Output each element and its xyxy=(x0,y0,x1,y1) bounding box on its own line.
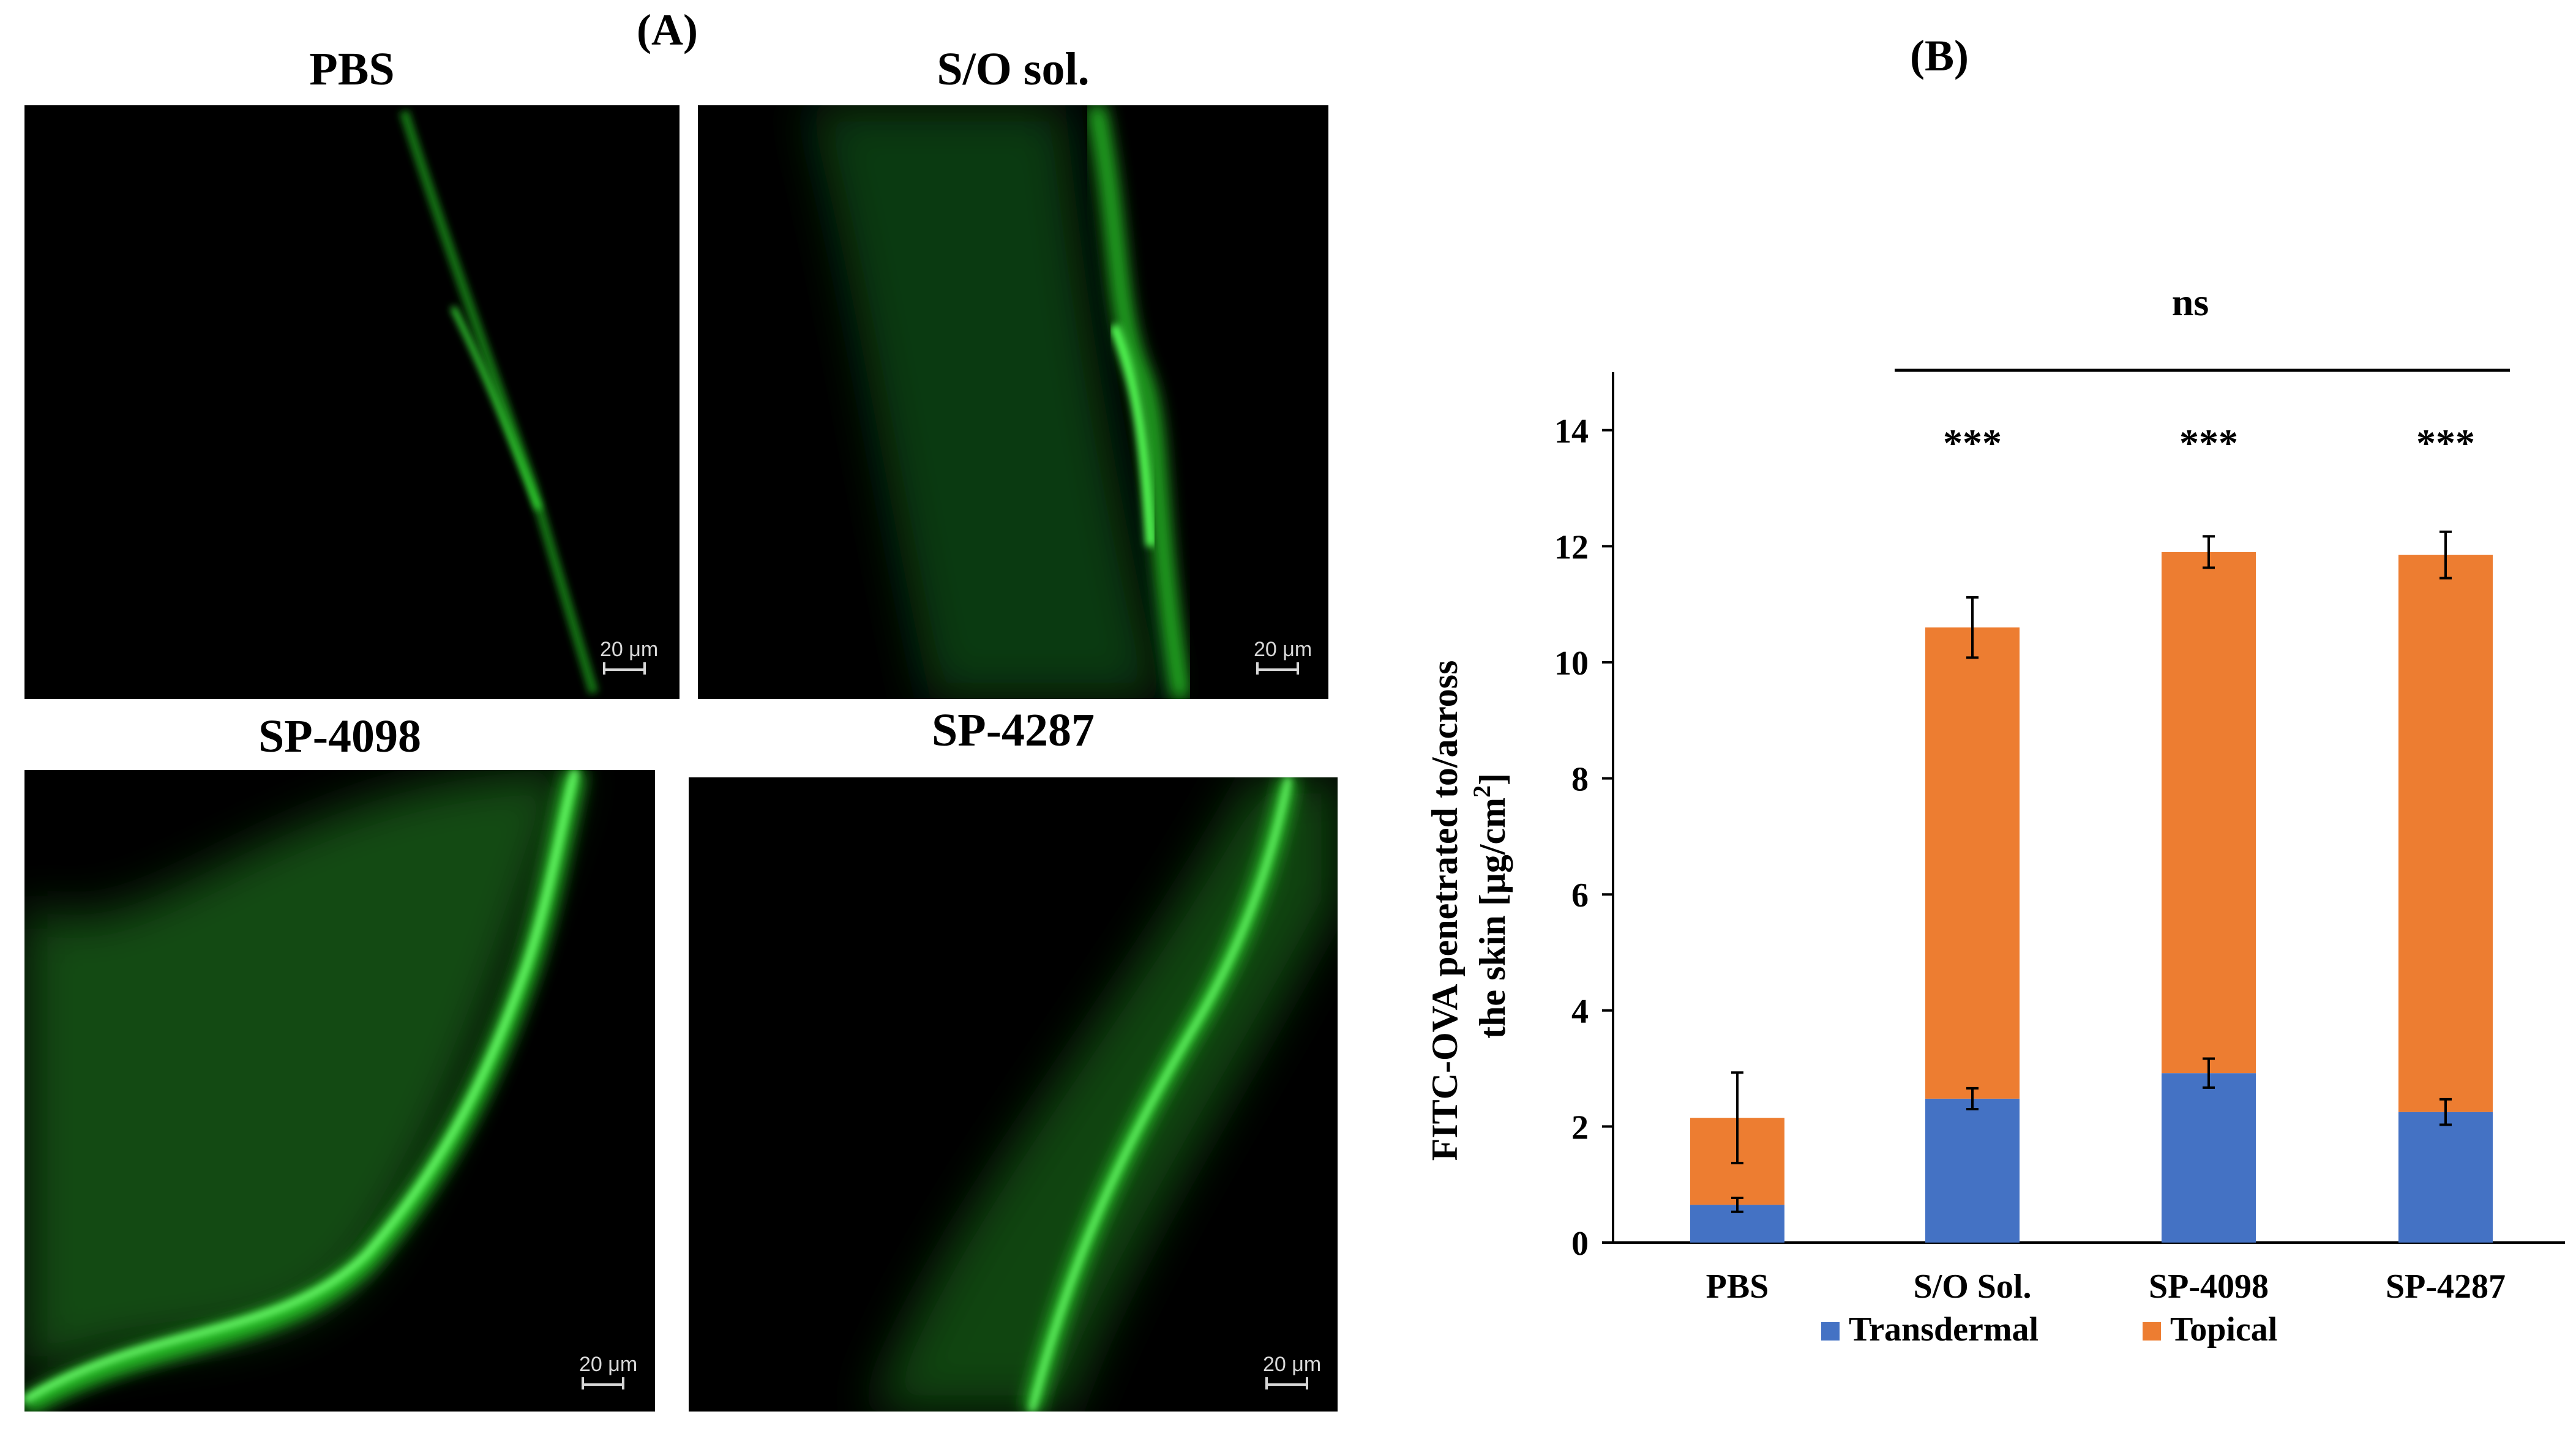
y-axis-title-unit: the skin [μg/cm xyxy=(1472,798,1513,1039)
category-label-0: PBS xyxy=(1706,1268,1769,1306)
micrograph-title-so-sol: S/O sol. xyxy=(937,43,1090,95)
bars xyxy=(1690,530,2493,1243)
scale-bar-sp-4098 xyxy=(582,1377,624,1389)
y-tick-label: 12 xyxy=(1554,528,1589,566)
scale-bar-pbs xyxy=(603,662,646,675)
bar-transdermal-3 xyxy=(2398,1112,2493,1243)
bar-transdermal-1 xyxy=(1925,1098,2020,1243)
y-axis-title-superscript: 2 xyxy=(1468,785,1496,798)
micrograph-sp-4287: 20 μm xyxy=(689,777,1338,1412)
y-tick-label: 0 xyxy=(1571,1225,1589,1263)
y-axis-title-line2: the skin [μg/cm2] xyxy=(1468,773,1513,1039)
bar-topical-2 xyxy=(2162,552,2256,1074)
micrograph-so-sol: 20 μm xyxy=(698,105,1328,699)
y-tick-label: 14 xyxy=(1554,413,1589,451)
y-axis-title-end: ] xyxy=(1472,773,1513,785)
micrograph-title-pbs: PBS xyxy=(309,43,395,95)
bar-topical-1 xyxy=(1925,627,2020,1099)
significance-3: *** xyxy=(2416,421,2475,465)
scale-label-sp-4098: 20 μm xyxy=(579,1353,638,1376)
bar-topical-3 xyxy=(2398,555,2493,1112)
y-tick-label: 10 xyxy=(1554,645,1589,682)
y-tick-label: 4 xyxy=(1571,993,1589,1031)
y-tick-label: 2 xyxy=(1571,1109,1589,1146)
panel-b-label: (B) xyxy=(1910,31,1969,80)
micrograph-sp-4098: 20 μm xyxy=(24,770,655,1412)
y-axis-title-line1: FITC-OVA penetrated to/across xyxy=(1425,660,1465,1161)
significance-1: *** xyxy=(1943,421,2002,465)
category-label-3: SP-4287 xyxy=(2386,1268,2506,1306)
category-label-1: S/O Sol. xyxy=(1914,1268,2032,1306)
micrograph-title-sp-4287: SP-4287 xyxy=(932,705,1095,756)
panel-a-label: (A) xyxy=(637,6,698,54)
significance-markers: *** *** *** xyxy=(1943,421,2475,465)
y-axis: 0 2 4 6 8 10 12 14 xyxy=(1554,372,2565,1263)
y-tick-label: 8 xyxy=(1571,761,1589,799)
scale-label-pbs: 20 μm xyxy=(600,638,659,661)
legend: Transdermal Topical xyxy=(1821,1311,2277,1348)
scale-bar-sp-4287 xyxy=(1265,1377,1308,1389)
legend-swatch-topical xyxy=(2143,1322,2161,1341)
legend-label-topical: Topical xyxy=(2170,1311,2277,1348)
y-axis-title: FITC-OVA penetrated to/across the skin [… xyxy=(1425,651,1513,1161)
bar-transdermal-2 xyxy=(2162,1073,2256,1243)
scale-label-sp-4287: 20 μm xyxy=(1263,1353,1322,1376)
micrograph-pbs: 20 μm xyxy=(24,105,680,699)
micrograph-title-sp-4098: SP-4098 xyxy=(258,711,421,762)
y-tick-label: 6 xyxy=(1571,877,1589,914)
legend-label-transdermal: Transdermal xyxy=(1849,1311,2039,1348)
category-labels: PBS S/O Sol. SP-4098 SP-4287 xyxy=(1706,1268,2506,1306)
scale-label-so-sol: 20 μm xyxy=(1254,638,1312,661)
stacked-bar-chart: 0 2 4 6 8 10 12 14 PBS S/O Sol. SP-4098 SP-4287 **… xyxy=(1425,280,2565,1348)
category-label-2: SP-4098 xyxy=(2149,1268,2269,1306)
legend-swatch-transdermal xyxy=(1821,1322,1840,1341)
significance-2: *** xyxy=(2179,421,2238,465)
comparison-label: ns xyxy=(2172,280,2209,324)
scale-bar-so-sol xyxy=(1256,662,1299,675)
